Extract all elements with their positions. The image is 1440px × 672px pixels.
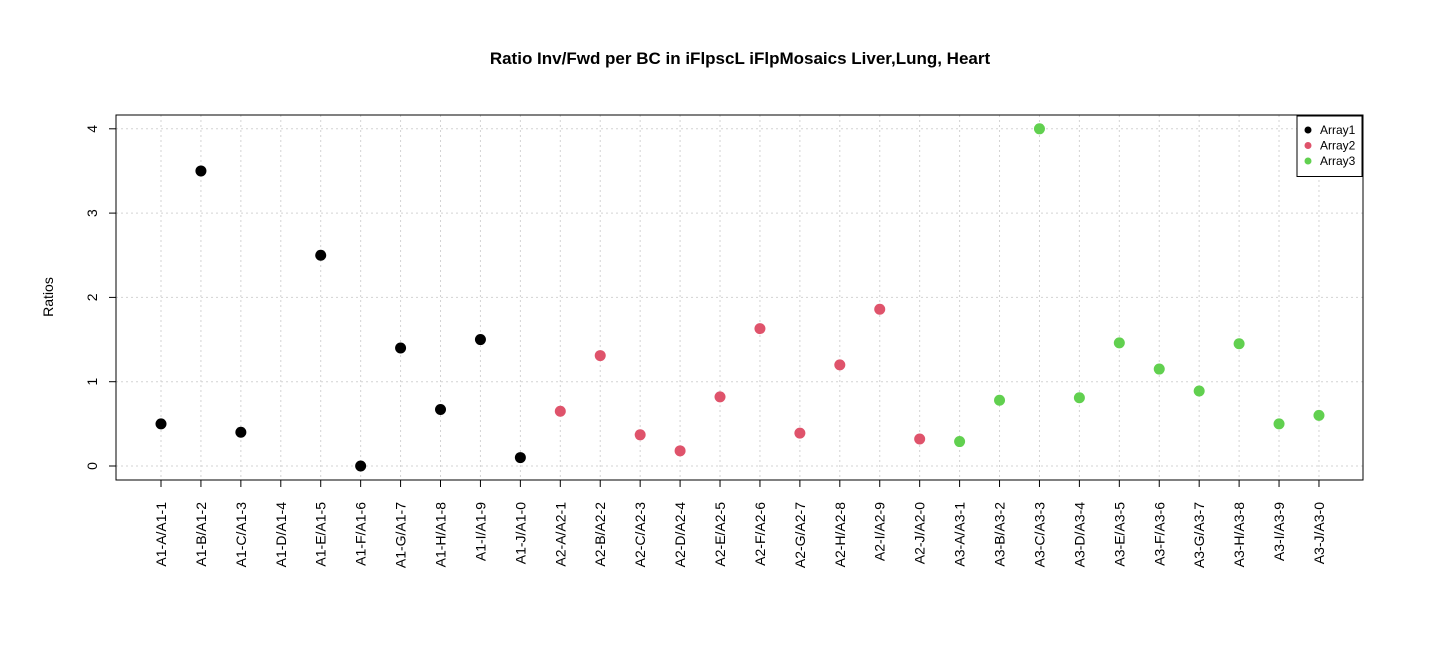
data-point bbox=[754, 323, 766, 335]
x-tick-label: A3-I/A3-9 bbox=[1271, 502, 1287, 561]
data-point bbox=[954, 436, 966, 448]
data-point bbox=[794, 427, 806, 439]
x-tick-label: A1-E/A1-5 bbox=[313, 502, 329, 567]
x-tick-label: A1-G/A1-7 bbox=[393, 502, 409, 568]
chart-title: Ratio Inv/Fwd per BC in iFlpscL iFlpMosa… bbox=[490, 49, 991, 68]
data-point bbox=[355, 460, 367, 472]
x-tick-label: A3-D/A3-4 bbox=[1071, 502, 1087, 568]
x-tick-label: A2-H/A2-8 bbox=[832, 502, 848, 568]
x-tick-label: A1-A/A1-1 bbox=[153, 502, 169, 567]
legend-marker bbox=[1304, 157, 1312, 165]
data-point bbox=[1153, 363, 1165, 375]
data-point bbox=[634, 429, 646, 441]
x-tick-label: A2-E/A2-5 bbox=[712, 502, 728, 567]
x-tick-label: A2-I/A2-9 bbox=[872, 502, 888, 561]
y-tick-label: 1 bbox=[84, 378, 100, 386]
data-point bbox=[1033, 123, 1045, 135]
x-tick-label: A3-G/A3-7 bbox=[1191, 502, 1207, 568]
x-tick-label: A3-F/A3-6 bbox=[1151, 502, 1167, 566]
legend-label: Array2 bbox=[1320, 139, 1356, 153]
data-point bbox=[714, 391, 726, 403]
data-points bbox=[155, 123, 1325, 472]
x-tick-label: A3-A/A3-1 bbox=[952, 502, 968, 567]
data-point bbox=[674, 445, 686, 457]
data-point bbox=[195, 165, 207, 177]
x-axis: A1-A/A1-1 A1-B/A1-2 A1-C/A1-3 A1-D/A1-4 A1-E… bbox=[153, 479, 1327, 568]
data-point bbox=[1193, 385, 1205, 397]
x-tick-label: A2-A/A2-1 bbox=[552, 502, 568, 567]
x-tick-label: A1-J/A1-0 bbox=[512, 502, 528, 564]
data-point bbox=[235, 426, 247, 438]
x-tick-label: A1-D/A1-4 bbox=[273, 502, 289, 568]
x-tick-label: A2-D/A2-4 bbox=[672, 502, 688, 568]
x-tick-label: A2-C/A2-3 bbox=[632, 502, 648, 568]
x-tick-label: A2-J/A2-0 bbox=[912, 502, 928, 564]
y-tick-label: 4 bbox=[84, 125, 100, 133]
x-tick-label: A1-I/A1-9 bbox=[472, 502, 488, 561]
data-point bbox=[1313, 409, 1325, 421]
grid-lines bbox=[116, 115, 1363, 480]
x-tick-label: A1-F/A1-6 bbox=[353, 502, 369, 566]
y-tick-label: 3 bbox=[84, 209, 100, 217]
data-point bbox=[474, 334, 486, 346]
x-tick-label: A2-B/A2-2 bbox=[592, 502, 608, 567]
x-tick-label: A2-G/A2-7 bbox=[792, 502, 808, 568]
x-tick-label: A3-B/A3-2 bbox=[992, 502, 1008, 567]
x-tick-label: A2-F/A2-6 bbox=[752, 502, 768, 566]
data-point bbox=[554, 405, 566, 417]
data-point bbox=[155, 418, 167, 430]
data-point bbox=[1073, 392, 1085, 404]
x-tick-label: A3-C/A3-3 bbox=[1031, 502, 1047, 568]
x-tick-label: A3-J/A3-0 bbox=[1311, 502, 1327, 564]
data-point bbox=[874, 303, 886, 315]
plot-frame bbox=[115, 114, 1364, 481]
data-point bbox=[994, 394, 1006, 406]
data-point bbox=[435, 404, 447, 416]
x-tick-label: A1-C/A1-3 bbox=[233, 502, 249, 568]
y-tick-label: 0 bbox=[84, 462, 100, 470]
x-tick-label: A3-E/A3-5 bbox=[1111, 502, 1127, 567]
data-point bbox=[914, 433, 926, 445]
data-point bbox=[1113, 337, 1125, 349]
data-point bbox=[1233, 338, 1245, 350]
y-tick-label: 2 bbox=[84, 293, 100, 301]
data-point bbox=[315, 249, 327, 261]
data-point bbox=[395, 342, 407, 354]
data-point bbox=[594, 350, 606, 362]
x-tick-label: A3-H/A3-8 bbox=[1231, 502, 1247, 568]
legend-marker bbox=[1304, 142, 1312, 149]
data-point bbox=[834, 359, 846, 371]
y-axis: 0 1 2 3 4 bbox=[84, 125, 117, 470]
legend-marker bbox=[1304, 126, 1312, 134]
x-tick-label: A1-B/A1-2 bbox=[193, 502, 209, 567]
data-point bbox=[514, 452, 526, 464]
data-point bbox=[1273, 418, 1285, 430]
y-axis-label: Ratios bbox=[40, 277, 56, 317]
x-tick-label: A1-H/A1-8 bbox=[433, 502, 449, 568]
legend-label: Array1 bbox=[1320, 123, 1356, 137]
legend-label: Array3 bbox=[1320, 154, 1356, 168]
